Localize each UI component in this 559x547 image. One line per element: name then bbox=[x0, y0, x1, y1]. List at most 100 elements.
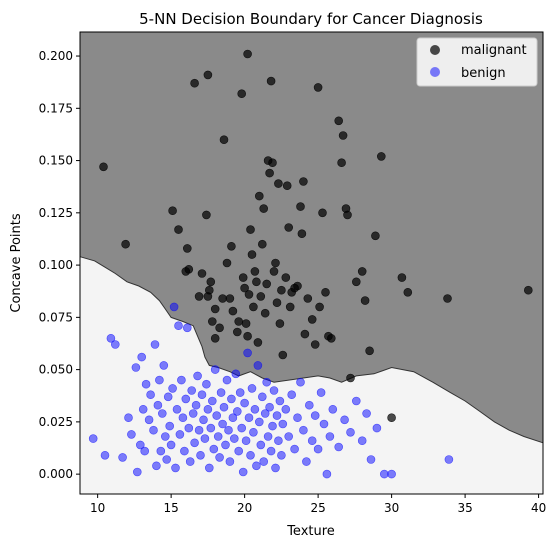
malignant-point bbox=[121, 239, 130, 249]
benign-point bbox=[152, 461, 161, 471]
benign-point bbox=[231, 369, 241, 379]
benign-point bbox=[163, 392, 173, 402]
benign-point bbox=[208, 396, 217, 406]
malignant-point bbox=[321, 287, 330, 297]
benign-point bbox=[253, 361, 263, 370]
legend-marker-malignant bbox=[430, 45, 440, 55]
x-tick-label: 20 bbox=[237, 501, 252, 515]
benign-point bbox=[131, 363, 141, 372]
malignant-points bbox=[99, 49, 533, 423]
benign-point bbox=[202, 379, 211, 389]
benign-point bbox=[221, 440, 230, 450]
benign-point bbox=[106, 333, 116, 343]
malignant-point bbox=[215, 323, 224, 333]
malignant-point bbox=[184, 264, 194, 274]
x-tick-label: 35 bbox=[457, 501, 472, 515]
benign-point bbox=[133, 467, 142, 477]
malignant-point bbox=[343, 210, 352, 220]
benign-point bbox=[196, 450, 205, 460]
malignant-point bbox=[310, 340, 320, 349]
benign-point bbox=[290, 444, 299, 454]
benign-point bbox=[206, 423, 216, 433]
benign-point bbox=[372, 423, 382, 433]
benign-point bbox=[191, 400, 201, 410]
malignant-point bbox=[357, 267, 367, 276]
benign-point bbox=[243, 348, 252, 358]
malignant-point bbox=[254, 191, 264, 201]
benign-point bbox=[444, 455, 454, 464]
malignant-point bbox=[99, 162, 108, 172]
malignant-point bbox=[282, 181, 292, 190]
benign-point bbox=[275, 396, 285, 406]
benign-point bbox=[366, 455, 376, 464]
benign-point bbox=[181, 394, 191, 404]
benign-point bbox=[256, 440, 266, 450]
legend-marker-benign bbox=[430, 67, 440, 77]
benign-point bbox=[254, 417, 264, 427]
benign-point bbox=[284, 432, 294, 441]
malignant-point bbox=[269, 267, 279, 276]
malignant-point bbox=[243, 331, 252, 341]
benign-point bbox=[250, 404, 260, 414]
benign-point bbox=[155, 375, 164, 385]
benign-point bbox=[265, 402, 274, 412]
malignant-point bbox=[256, 292, 266, 301]
benign-point bbox=[230, 434, 239, 443]
benign-point bbox=[183, 323, 192, 333]
benign-point bbox=[272, 411, 282, 420]
malignant-point bbox=[272, 298, 282, 308]
malignant-point bbox=[260, 308, 270, 318]
x-tick-label: 25 bbox=[310, 501, 325, 515]
benign-point bbox=[296, 377, 305, 387]
benign-point bbox=[252, 461, 261, 471]
y-tick-label: 0.200 bbox=[39, 49, 73, 63]
malignant-point bbox=[299, 177, 308, 186]
benign-point bbox=[334, 442, 344, 452]
malignant-point bbox=[262, 279, 272, 289]
malignant-point bbox=[297, 229, 307, 238]
malignant-point bbox=[303, 294, 313, 303]
benign-point bbox=[234, 446, 243, 456]
benign-point bbox=[111, 340, 120, 349]
malignant-point bbox=[241, 319, 251, 328]
malignant-point bbox=[203, 70, 213, 80]
malignant-point bbox=[253, 338, 263, 347]
malignant-point bbox=[346, 373, 355, 383]
benign-point bbox=[138, 404, 148, 414]
benign-point bbox=[212, 411, 221, 420]
benign-point bbox=[216, 388, 226, 397]
benign-point bbox=[169, 302, 179, 312]
benign-point bbox=[209, 444, 219, 454]
benign-point bbox=[227, 394, 236, 404]
malignant-point bbox=[443, 294, 452, 303]
benign-point bbox=[247, 384, 257, 393]
benign-point bbox=[124, 413, 133, 423]
legend: malignant benign bbox=[416, 37, 538, 87]
malignant-point bbox=[219, 135, 229, 144]
benign-point bbox=[241, 436, 251, 446]
benign-point bbox=[222, 375, 232, 385]
malignant-point bbox=[183, 244, 192, 253]
benign-point bbox=[213, 432, 223, 441]
benign-point bbox=[328, 404, 338, 414]
benign-point bbox=[159, 361, 169, 370]
malignant-point bbox=[250, 267, 260, 276]
malignant-point bbox=[244, 290, 254, 299]
benign-point bbox=[172, 404, 182, 414]
benign-point bbox=[307, 436, 317, 446]
malignant-point bbox=[228, 306, 238, 316]
benign-point bbox=[200, 434, 210, 443]
benign-point bbox=[287, 390, 297, 400]
x-tick-label: 40 bbox=[531, 501, 546, 515]
benign-point bbox=[168, 384, 177, 393]
legend-label-malignant: malignant bbox=[461, 43, 527, 58]
benign-point bbox=[325, 432, 335, 441]
benign-point bbox=[174, 321, 183, 331]
benign-point bbox=[351, 396, 361, 406]
benign-point bbox=[293, 413, 302, 423]
benign-point bbox=[100, 450, 110, 460]
benign-point bbox=[237, 423, 246, 433]
benign-point bbox=[140, 446, 149, 456]
benign-point bbox=[268, 421, 277, 431]
benign-point bbox=[175, 430, 185, 439]
